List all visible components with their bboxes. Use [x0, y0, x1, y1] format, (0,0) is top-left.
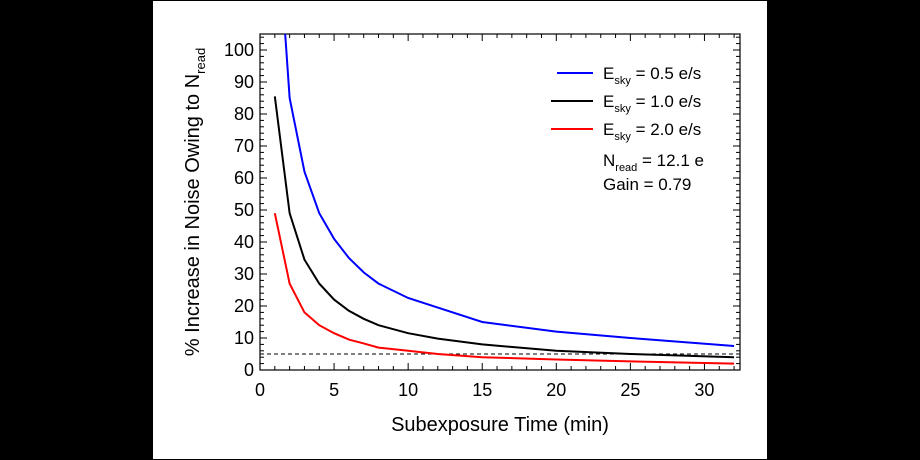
x-tick-label: 25 — [620, 380, 640, 400]
x-tick-label: 15 — [472, 380, 492, 400]
y-axis-label-sub: read — [193, 48, 208, 74]
x-tick-label: 30 — [694, 380, 714, 400]
x-tick-label: 5 — [329, 380, 339, 400]
x-tick-label: 20 — [546, 380, 566, 400]
annotation-nread: Nread = 12.1 e — [603, 151, 704, 174]
annotation-gain: Gain = 0.79 — [603, 175, 691, 194]
legend: Esky = 0.5 e/s Esky = 1.0 e/s Esky = 2.0… — [603, 64, 704, 194]
series-line-1 — [273, 96, 735, 359]
series-line-2 — [273, 212, 735, 365]
y-tick-label: 70 — [234, 136, 254, 156]
y-axis-label-main: % Increase in Noise Owing to N — [182, 74, 204, 356]
legend-label-1: Esky = 1.0 e/s — [603, 92, 701, 115]
legend-label-2: Esky = 2.0 e/s — [603, 120, 701, 143]
y-axis-label: % Increase in Noise Owing to Nread — [182, 48, 208, 356]
x-tick-label: 10 — [398, 380, 418, 400]
y-tick-label: 0 — [244, 360, 254, 380]
x-tick-label: 0 — [255, 380, 265, 400]
y-tick-label: 90 — [234, 72, 254, 92]
y-tick-label: 80 — [234, 104, 254, 124]
plot-frame — [259, 33, 741, 371]
y-tick-label: 100 — [224, 40, 254, 60]
y-tick-label: 40 — [234, 232, 254, 252]
y-tick-label: 60 — [234, 168, 254, 188]
series-line-0 — [284, 33, 735, 347]
y-tick-label: 10 — [234, 328, 254, 348]
y-tick-label: 20 — [234, 296, 254, 316]
y-tick-label: 50 — [234, 200, 254, 220]
legend-label-0: Esky = 0.5 e/s — [603, 64, 701, 87]
chart-panel — [153, 1, 767, 459]
y-tick-label: 30 — [234, 264, 254, 284]
x-axis-label: Subexposure Time (min) — [391, 414, 609, 436]
